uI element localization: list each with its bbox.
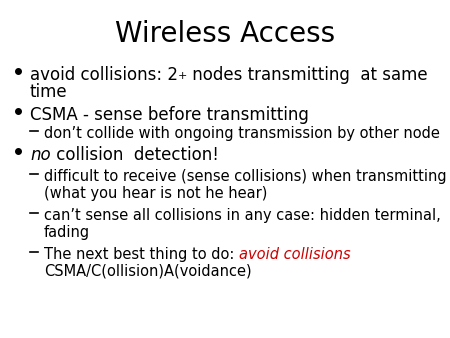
- Text: avoid collisions: avoid collisions: [239, 247, 351, 262]
- Text: nodes transmitting  at same: nodes transmitting at same: [187, 66, 428, 84]
- Text: avoid collisions: 2: avoid collisions: 2: [30, 66, 178, 84]
- Text: no: no: [30, 146, 50, 164]
- Text: (what you hear is not he hear): (what you hear is not he hear): [44, 186, 267, 201]
- Text: +: +: [178, 71, 187, 81]
- Text: don’t collide with ongoing transmission by other node: don’t collide with ongoing transmission …: [44, 126, 440, 141]
- Text: can’t sense all collisions in any case: hidden terminal,: can’t sense all collisions in any case: …: [44, 208, 441, 223]
- Text: CSMA/C(ollision)A(voidance): CSMA/C(ollision)A(voidance): [44, 264, 252, 279]
- Text: fading: fading: [44, 225, 90, 240]
- Text: The next best thing to do:: The next best thing to do:: [44, 247, 239, 262]
- Text: difficult to receive (sense collisions) when transmitting: difficult to receive (sense collisions) …: [44, 169, 446, 184]
- Text: Wireless Access: Wireless Access: [115, 20, 335, 48]
- Text: collision  detection!: collision detection!: [50, 146, 219, 164]
- Text: CSMA - sense before transmitting: CSMA - sense before transmitting: [30, 106, 309, 124]
- Text: time: time: [30, 83, 68, 101]
